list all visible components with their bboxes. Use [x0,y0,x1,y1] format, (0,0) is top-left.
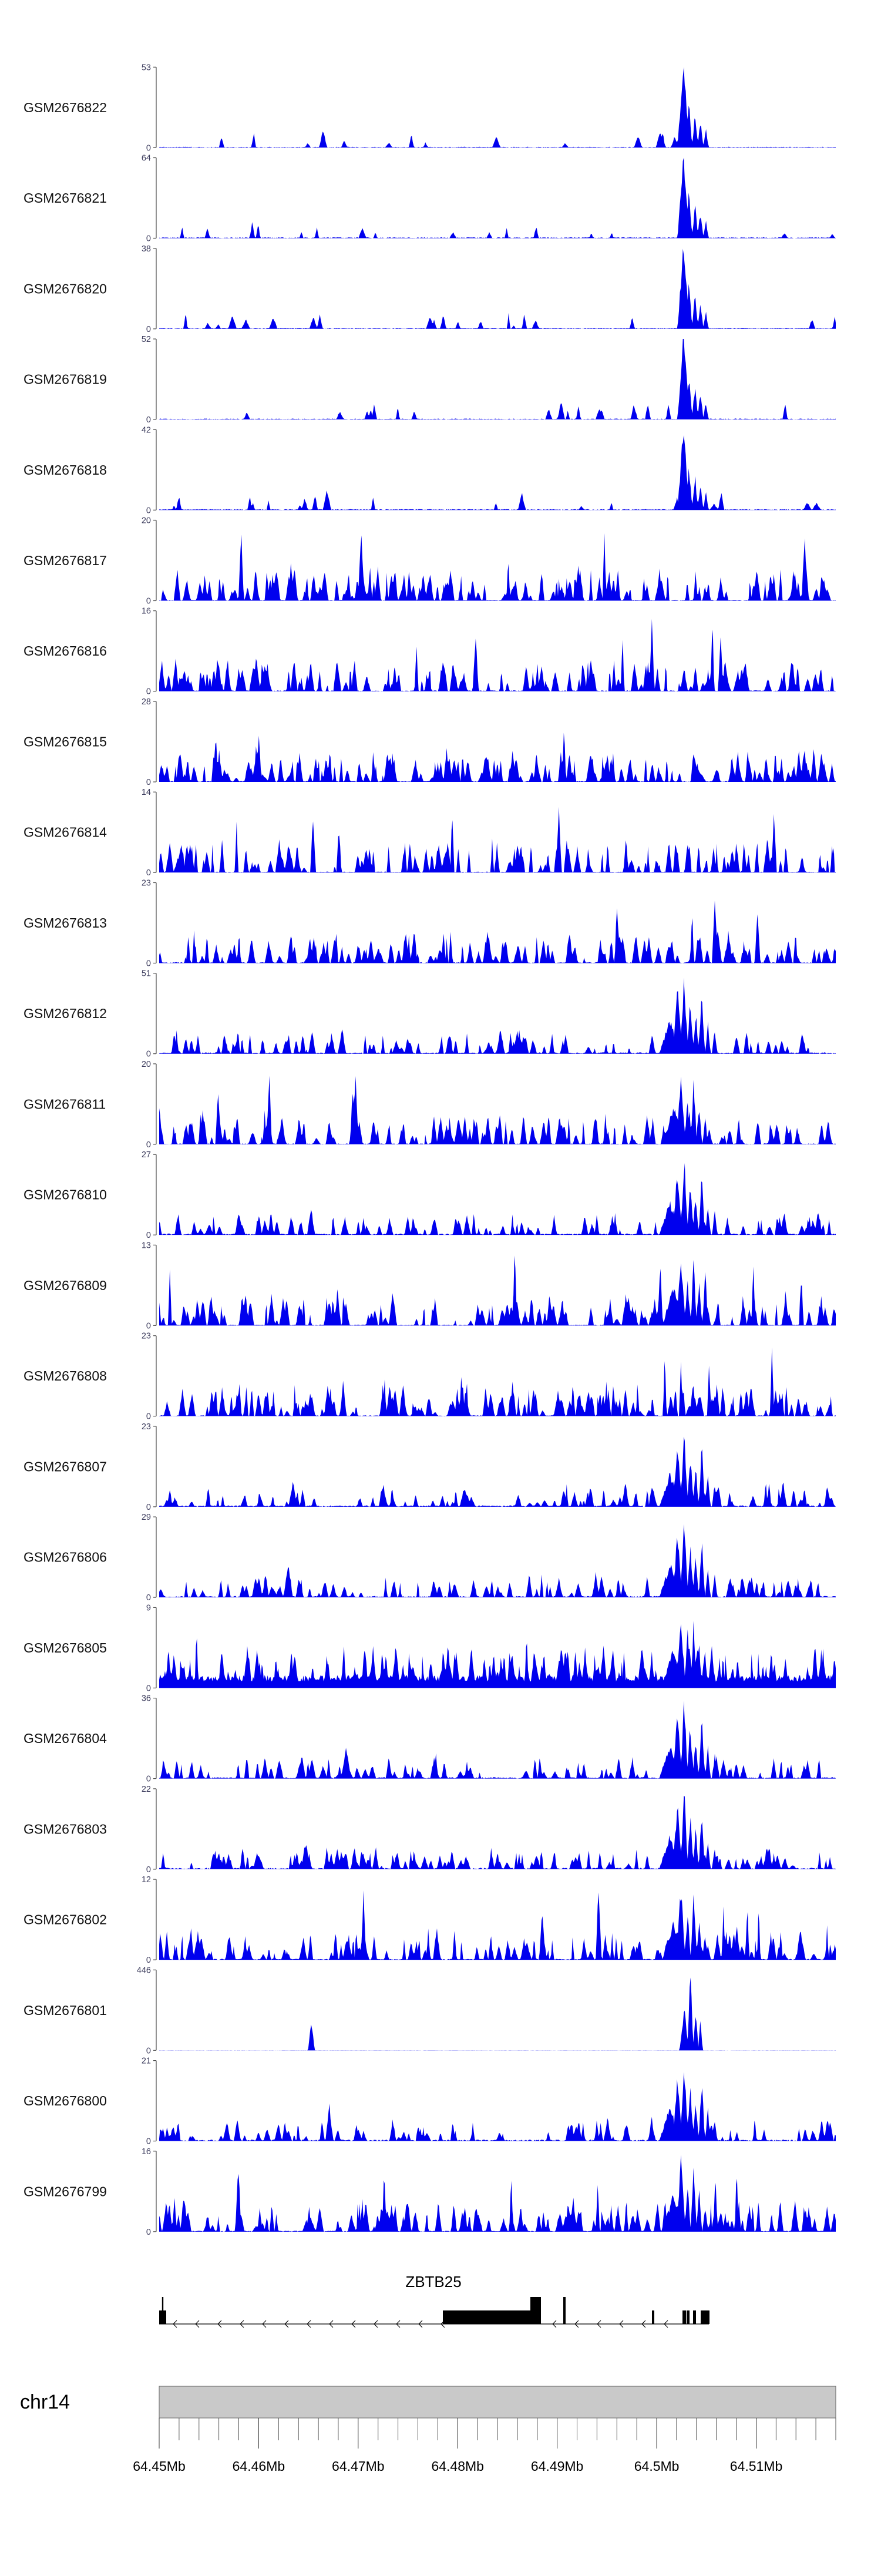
svg-text:0: 0 [146,2137,151,2147]
svg-text:52: 52 [142,335,151,344]
svg-text:64.49Mb: 64.49Mb [531,2459,584,2474]
svg-text:0: 0 [146,1865,151,1875]
svg-text:GSM2676799: GSM2676799 [23,2184,107,2199]
svg-text:64.45Mb: 64.45Mb [133,2459,186,2474]
svg-text:0: 0 [146,415,151,425]
svg-text:GSM2676812: GSM2676812 [23,1006,107,1021]
svg-text:64.47Mb: 64.47Mb [332,2459,385,2474]
svg-text:0: 0 [146,234,151,244]
svg-text:GSM2676810: GSM2676810 [23,1187,107,1203]
svg-text:chr14: chr14 [20,2391,70,2413]
svg-text:0: 0 [146,959,151,969]
svg-text:0: 0 [146,1684,151,1693]
svg-text:64: 64 [142,154,151,163]
svg-text:GSM2676818: GSM2676818 [23,462,107,478]
svg-text:GSM2676817: GSM2676817 [23,553,107,568]
svg-text:29: 29 [142,1513,151,1522]
svg-text:16: 16 [142,2147,151,2157]
svg-text:0: 0 [146,506,151,515]
svg-text:GSM2676808: GSM2676808 [23,1368,107,1383]
svg-text:GSM2676819: GSM2676819 [23,372,107,387]
svg-text:0: 0 [146,597,151,606]
svg-text:64.46Mb: 64.46Mb [233,2459,285,2474]
svg-text:GSM2676809: GSM2676809 [23,1278,107,1293]
svg-text:GSM2676804: GSM2676804 [23,1731,107,1746]
svg-text:12: 12 [142,1875,151,1885]
svg-text:64.5Mb: 64.5Mb [634,2459,680,2474]
svg-text:64.48Mb: 64.48Mb [431,2459,484,2474]
svg-text:0: 0 [146,868,151,878]
svg-text:0: 0 [146,1956,151,1965]
svg-text:GSM2676801: GSM2676801 [23,2003,107,2018]
svg-text:23: 23 [142,879,151,888]
svg-text:28: 28 [142,697,151,707]
svg-text:9: 9 [146,1603,151,1613]
svg-text:14: 14 [142,788,151,797]
svg-text:GSM2676800: GSM2676800 [23,2093,107,2108]
svg-text:0: 0 [146,325,151,334]
svg-text:0: 0 [146,1593,151,1603]
svg-text:21: 21 [142,2057,151,2066]
svg-text:23: 23 [142,1332,151,1341]
svg-text:0: 0 [146,2046,151,2056]
svg-text:51: 51 [142,969,151,979]
svg-text:0: 0 [146,778,151,787]
svg-text:GSM2676807: GSM2676807 [23,1459,107,1474]
svg-text:GSM2676803: GSM2676803 [23,1821,107,1836]
svg-text:27: 27 [142,1150,151,1160]
svg-text:446: 446 [137,1966,151,1975]
svg-text:64.51Mb: 64.51Mb [730,2459,783,2474]
svg-text:38: 38 [142,244,151,254]
svg-text:20: 20 [142,1060,151,1069]
svg-text:0: 0 [146,1321,151,1331]
svg-text:GSM2676822: GSM2676822 [23,100,107,115]
svg-text:0: 0 [146,1412,151,1422]
svg-text:0: 0 [146,1050,151,1059]
svg-text:GSM2676820: GSM2676820 [23,281,107,296]
svg-text:GSM2676821: GSM2676821 [23,190,107,206]
svg-text:GSM2676814: GSM2676814 [23,825,107,840]
svg-text:GSM2676815: GSM2676815 [23,734,107,750]
svg-text:0: 0 [146,2228,151,2237]
svg-text:16: 16 [142,607,151,616]
svg-text:GSM2676802: GSM2676802 [23,1912,107,1927]
svg-text:22: 22 [142,1785,151,1794]
svg-text:0: 0 [146,1775,151,1784]
svg-text:42: 42 [142,425,151,435]
svg-text:0: 0 [146,687,151,697]
svg-text:GSM2676816: GSM2676816 [23,643,107,659]
svg-text:20: 20 [142,516,151,526]
svg-text:GSM2676811: GSM2676811 [23,1096,106,1111]
svg-text:GSM2676806: GSM2676806 [23,1550,107,1565]
svg-text:GSM2676805: GSM2676805 [23,1640,107,1655]
svg-text:23: 23 [142,1422,151,1432]
svg-text:53: 53 [142,63,151,72]
svg-text:0: 0 [146,1140,151,1150]
svg-text:GSM2676813: GSM2676813 [23,915,107,931]
svg-text:0: 0 [146,1231,151,1240]
svg-text:13: 13 [142,1241,151,1250]
svg-text:0: 0 [146,143,151,153]
svg-text:ZBTB25: ZBTB25 [405,2273,461,2290]
svg-text:0: 0 [146,1503,151,1512]
svg-text:36: 36 [142,1694,151,1704]
